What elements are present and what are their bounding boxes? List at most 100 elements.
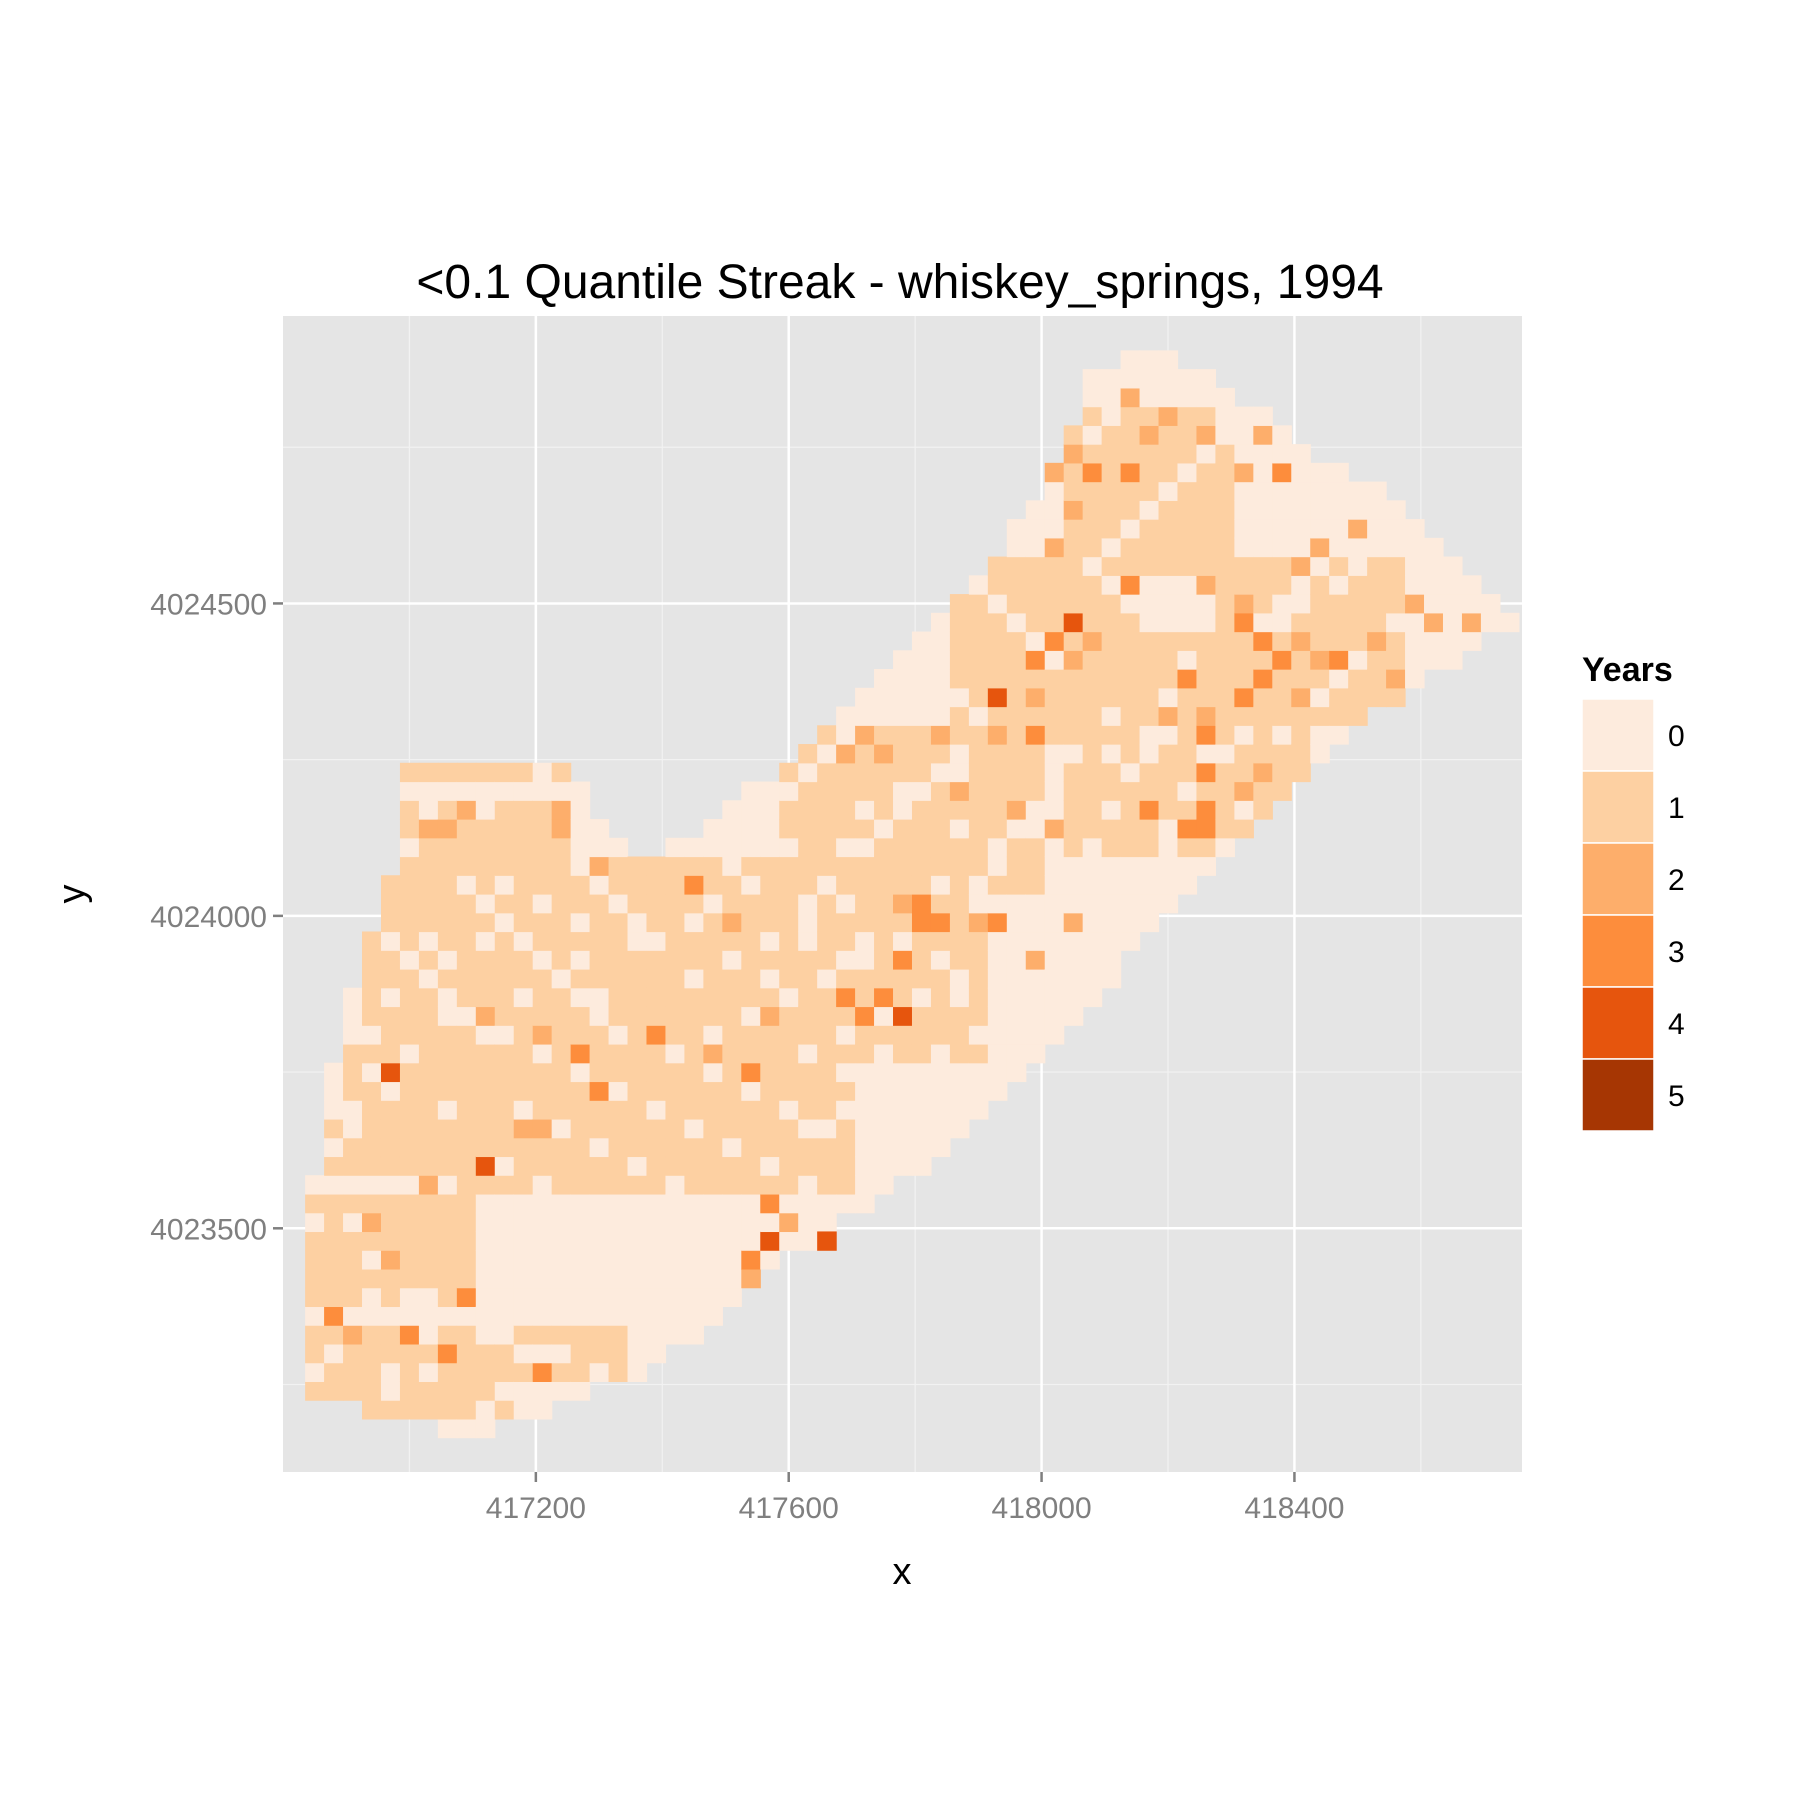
- heatmap-cell: [1291, 669, 1311, 689]
- heatmap-cell: [362, 1212, 382, 1233]
- heatmap-cell: [722, 856, 742, 876]
- heatmap-cell: [779, 1231, 799, 1251]
- heatmap-cell: [494, 1100, 515, 1120]
- heatmap-cell: [608, 1193, 629, 1214]
- heatmap-cell: [1177, 706, 1198, 726]
- heatmap-cell: [1329, 537, 1349, 558]
- heatmap-cell: [362, 1231, 382, 1251]
- heatmap-cell: [987, 687, 1008, 708]
- heatmap-cell: [949, 762, 970, 783]
- heatmap-cell: [380, 987, 401, 1008]
- heatmap-cell: [949, 744, 970, 764]
- heatmap-cell: [343, 1362, 363, 1382]
- heatmap-cell: [1101, 744, 1122, 764]
- heatmap-cell: [798, 1156, 818, 1176]
- heatmap-cell: [1291, 462, 1311, 483]
- heatmap-cell: [1196, 594, 1217, 614]
- heatmap-cell: [1101, 500, 1122, 520]
- heatmap-cell: [1025, 931, 1046, 951]
- heatmap-cell: [665, 875, 686, 895]
- heatmap-cell: [893, 987, 913, 1008]
- heatmap-cell: [1082, 987, 1103, 1008]
- heatmap-cell: [1006, 1006, 1027, 1026]
- heatmap-cell: [362, 1025, 382, 1045]
- heatmap-cell: [665, 1325, 686, 1345]
- heatmap-cell: [532, 1250, 553, 1270]
- heatmap-cell: [1063, 556, 1084, 576]
- heatmap-cell: [1006, 968, 1027, 989]
- heatmap-cell: [1044, 931, 1065, 951]
- heatmap-cell: [1348, 500, 1368, 520]
- heatmap-cell: [703, 1043, 723, 1064]
- heatmap-cell: [1101, 706, 1122, 726]
- heatmap-cell: [570, 1156, 591, 1176]
- heatmap-cell: [1082, 631, 1103, 651]
- heatmap-cell: [855, 706, 875, 726]
- heatmap-cell: [646, 1212, 667, 1233]
- heatmap-cell: [703, 1231, 723, 1251]
- heatmap-cell: [570, 1100, 591, 1120]
- heatmap-cell: [399, 1175, 420, 1195]
- heatmap-cell: [551, 1268, 572, 1289]
- heatmap-cell: [987, 800, 1008, 820]
- heatmap-cell: [1367, 612, 1387, 633]
- heatmap-cell: [968, 856, 989, 876]
- heatmap-cell: [494, 1212, 515, 1233]
- heatmap-cell: [456, 894, 477, 914]
- heatmap-cell: [1082, 819, 1103, 839]
- heatmap-cell: [494, 800, 515, 820]
- heatmap-cell: [1177, 519, 1198, 539]
- heatmap-cell: [722, 931, 742, 951]
- heatmap-cell: [684, 1325, 704, 1345]
- heatmap-cell: [494, 1268, 515, 1289]
- heatmap-cell: [855, 1025, 875, 1045]
- heatmap-cell: [893, 968, 913, 989]
- heatmap-cell: [722, 894, 742, 914]
- heatmap-cell: [494, 1306, 515, 1326]
- heatmap-cell: [1082, 519, 1103, 539]
- heatmap-cell: [324, 1062, 344, 1083]
- heatmap-cell: [911, 1100, 932, 1120]
- heatmap-cell: [1196, 706, 1217, 726]
- heatmap-cell: [817, 894, 837, 914]
- heatmap-cell: [456, 1137, 477, 1158]
- heatmap-cell: [551, 1343, 572, 1364]
- heatmap-cell: [456, 950, 477, 970]
- heatmap-cell: [855, 781, 875, 801]
- heatmap-cell: [494, 950, 515, 970]
- heatmap-cell: [968, 781, 989, 801]
- heatmap-cell: [1442, 631, 1463, 651]
- heatmap-cell: [703, 1006, 723, 1026]
- heatmap-cell: [608, 1287, 629, 1308]
- heatmap-cell: [949, 669, 970, 689]
- heatmap-cell: [1006, 537, 1027, 558]
- heatmap-cell: [608, 950, 629, 970]
- heatmap-cell: [1386, 650, 1406, 670]
- heatmap-cell: [380, 1400, 401, 1420]
- heatmap-cell: [1006, 556, 1027, 576]
- heatmap-cell: [968, 837, 989, 858]
- heatmap-cell: [646, 1268, 667, 1289]
- heatmap-cell: [513, 931, 534, 951]
- heatmap-cell: [570, 837, 591, 858]
- heatmap-cell: [343, 1006, 363, 1026]
- heatmap-cell: [627, 1175, 648, 1195]
- heatmap-cell: [1139, 912, 1160, 933]
- heatmap-cell: [1215, 556, 1235, 576]
- heatmap-cell: [1272, 725, 1292, 745]
- heatmap-cell: [551, 1212, 572, 1233]
- heatmap-cell: [893, 669, 913, 689]
- heatmap-cell: [437, 1062, 458, 1083]
- heatmap-cell: [362, 968, 382, 989]
- heatmap-cell: [987, 968, 1008, 989]
- heatmap-cell: [513, 1156, 534, 1176]
- heatmap-cell: [551, 781, 572, 801]
- heatmap-cell: [1215, 800, 1235, 820]
- heatmap-cell: [1234, 819, 1254, 839]
- heatmap-cell: [911, 1118, 932, 1139]
- heatmap-cell: [646, 1156, 667, 1176]
- heatmap-cell: [343, 1156, 363, 1176]
- heatmap-cell: [380, 1193, 401, 1214]
- heatmap-cell: [1215, 444, 1235, 464]
- heatmap-cell: [418, 1137, 439, 1158]
